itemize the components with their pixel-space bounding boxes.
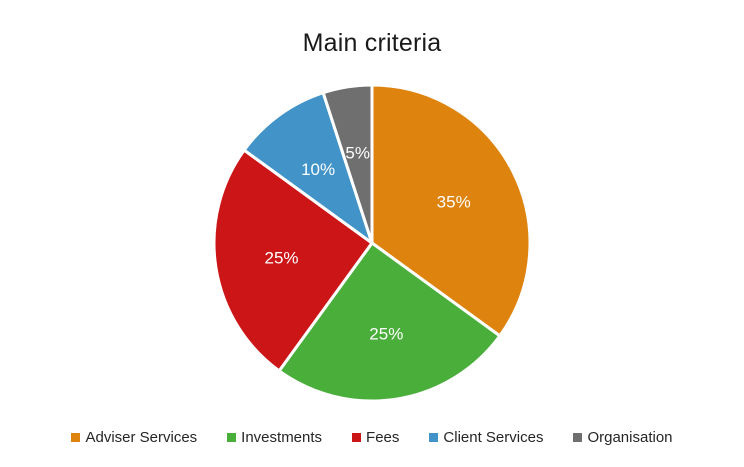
legend-item-client-services: Client Services [429, 429, 543, 446]
legend-swatch-icon [429, 433, 439, 442]
legend-item-investments: Investments [227, 429, 322, 446]
slice-label-fees: 25% [264, 248, 298, 267]
pie-slice-client-services [242, 91, 374, 245]
legend-label: Organisation [587, 429, 673, 446]
legend-swatch-icon [352, 433, 362, 442]
slice-label-investments: 25% [369, 325, 403, 344]
pie-slice-organisation [321, 83, 374, 245]
slice-label-organisation: 5% [345, 144, 370, 163]
slice-label-adviser-services: 35% [437, 192, 471, 211]
legend-item-organisation: Organisation [573, 429, 673, 446]
legend-swatch-icon [573, 433, 583, 442]
pie-slice-fees [212, 148, 374, 373]
legend-label: Investments [241, 429, 323, 446]
legend-label: Client Services [443, 429, 544, 446]
legend-item-fees: Fees [352, 429, 399, 446]
legend-swatch-icon [227, 433, 237, 442]
legend-label: Fees [366, 429, 400, 446]
pie-chart: 35% 25% 25% 10% 5% [212, 83, 532, 403]
legend-swatch-icon [71, 433, 81, 442]
chart-title: Main criteria [302, 29, 442, 57]
pie-slice-adviser-services [370, 83, 532, 338]
chart-legend: Adviser Services Investments Fees Client Se… [0, 429, 744, 446]
pie-slice-investments [277, 241, 502, 403]
slice-label-client-services: 10% [301, 160, 335, 179]
legend-label: Adviser Services [85, 429, 198, 446]
legend-item-adviser-services: Adviser Services [71, 429, 197, 446]
